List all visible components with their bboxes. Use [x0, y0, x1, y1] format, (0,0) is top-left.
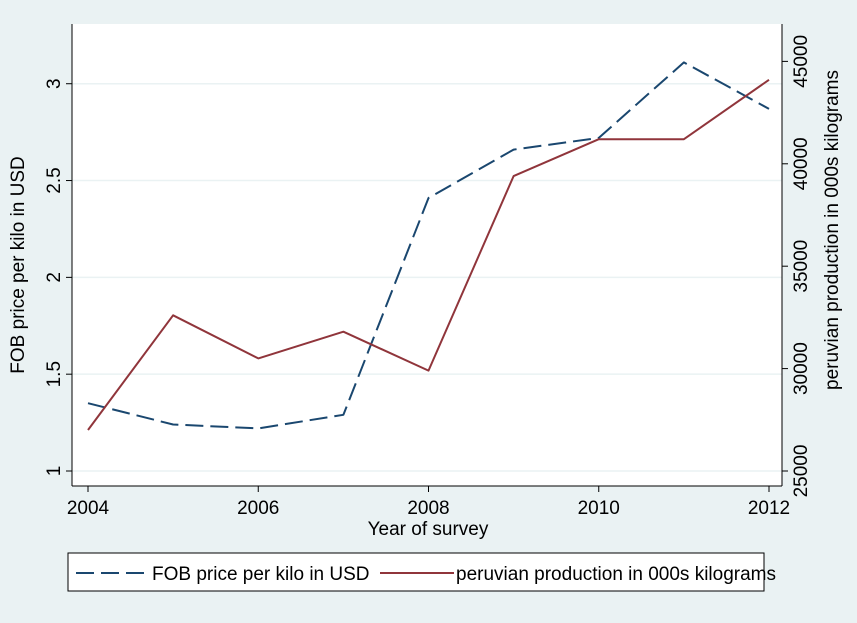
legend-label-production: peruvian production in 000s kilograms: [456, 564, 776, 585]
y2-tick-label: 40000: [791, 137, 812, 190]
legend-label-fob: FOB price per kilo in USD: [152, 564, 370, 585]
x-tick-label: 2008: [407, 498, 449, 519]
y2-axis-title: peruvian production in 000s kilograms: [822, 70, 843, 390]
plot-area: [72, 24, 782, 486]
y2-tick-label: 25000: [791, 445, 812, 498]
y-axis-title: FOB price per kilo in USD: [8, 156, 29, 374]
y2-tick-label: 35000: [791, 240, 812, 293]
y-tick-label: 2: [44, 272, 65, 283]
legend: FOB price per kilo in USD peruvian produ…: [67, 552, 776, 592]
x-tick-label: 2010: [578, 498, 620, 519]
x-tick-label: 2012: [748, 498, 790, 519]
gridlines: [72, 82, 782, 472]
y-tick-label: 1: [44, 466, 65, 477]
tick-marks: [66, 60, 788, 492]
y2-tick-label: 45000: [791, 35, 812, 88]
x-tick-label: 2006: [237, 498, 279, 519]
axes: [71, 24, 783, 487]
y-tick-label: 3: [44, 78, 65, 89]
y-tick-label: 2.5: [44, 167, 65, 193]
y-tick-label: 1.5: [44, 361, 65, 387]
x-tick-label: 2004: [67, 498, 110, 519]
series-line-fob-price: [87, 61, 770, 430]
x-axis-title: Year of survey: [368, 519, 489, 540]
series-line-peruvian-production: [87, 78, 770, 431]
series-layer: [87, 61, 770, 431]
y2-tick-label: 30000: [791, 342, 812, 395]
